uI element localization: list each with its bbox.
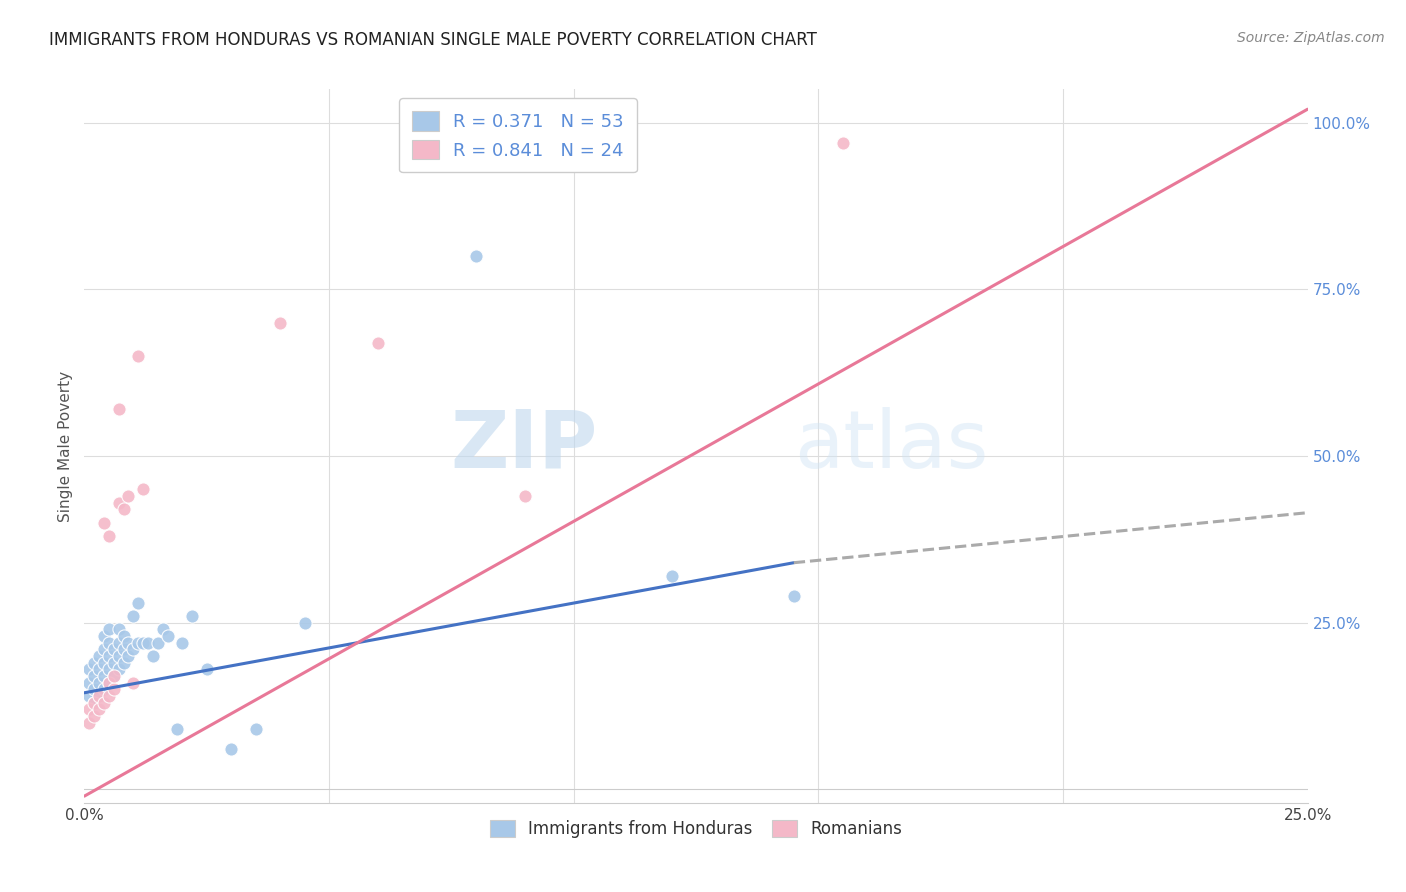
Point	[245, 723, 267, 737]
Point	[127, 349, 149, 363]
Point	[195, 662, 218, 676]
Point	[87, 689, 110, 703]
Point	[93, 629, 115, 643]
Point	[122, 609, 145, 624]
Point	[87, 649, 110, 664]
Point	[464, 249, 486, 263]
Point	[97, 662, 120, 676]
Point	[83, 682, 105, 697]
Point	[83, 696, 105, 710]
Point	[93, 516, 115, 530]
Point	[93, 682, 115, 697]
Point	[97, 636, 120, 650]
Text: ZIP: ZIP	[451, 407, 598, 485]
Point	[77, 689, 100, 703]
Point	[661, 569, 683, 583]
Text: IMMIGRANTS FROM HONDURAS VS ROMANIAN SINGLE MALE POVERTY CORRELATION CHART: IMMIGRANTS FROM HONDURAS VS ROMANIAN SIN…	[49, 31, 817, 49]
Point	[83, 656, 105, 670]
Point	[103, 656, 125, 670]
Point	[87, 702, 110, 716]
Point	[107, 623, 129, 637]
Point	[112, 642, 135, 657]
Point	[513, 489, 536, 503]
Point	[367, 335, 389, 350]
Point	[83, 669, 105, 683]
Point	[117, 649, 139, 664]
Point	[117, 636, 139, 650]
Point	[93, 642, 115, 657]
Point	[172, 636, 194, 650]
Point	[831, 136, 853, 150]
Point	[107, 636, 129, 650]
Point	[132, 636, 155, 650]
Point	[77, 715, 100, 730]
Point	[269, 316, 291, 330]
Point	[122, 642, 145, 657]
Point	[103, 642, 125, 657]
Point	[97, 623, 120, 637]
Point	[107, 662, 129, 676]
Point	[87, 675, 110, 690]
Point	[107, 402, 129, 417]
Y-axis label: Single Male Poverty: Single Male Poverty	[58, 370, 73, 522]
Point	[97, 675, 120, 690]
Point	[107, 496, 129, 510]
Point	[181, 609, 204, 624]
Point	[219, 742, 242, 756]
Point	[97, 689, 120, 703]
Point	[127, 636, 149, 650]
Text: Source: ZipAtlas.com: Source: ZipAtlas.com	[1237, 31, 1385, 45]
Point	[166, 723, 188, 737]
Point	[136, 636, 159, 650]
Point	[294, 615, 316, 630]
Point	[97, 529, 120, 543]
Point	[112, 629, 135, 643]
Point	[83, 709, 105, 723]
Point	[152, 623, 174, 637]
Point	[127, 596, 149, 610]
Point	[103, 669, 125, 683]
Point	[117, 489, 139, 503]
Point	[107, 649, 129, 664]
Point	[122, 675, 145, 690]
Point	[783, 589, 806, 603]
Point	[103, 669, 125, 683]
Point	[77, 662, 100, 676]
Point	[77, 675, 100, 690]
Point	[146, 636, 169, 650]
Point	[93, 696, 115, 710]
Legend: Immigrants from Honduras, Romanians: Immigrants from Honduras, Romanians	[479, 810, 912, 848]
Point	[87, 662, 110, 676]
Point	[156, 629, 179, 643]
Point	[112, 502, 135, 516]
Point	[93, 669, 115, 683]
Point	[103, 682, 125, 697]
Point	[97, 649, 120, 664]
Point	[87, 689, 110, 703]
Text: atlas: atlas	[794, 407, 988, 485]
Point	[132, 483, 155, 497]
Point	[93, 656, 115, 670]
Point	[97, 675, 120, 690]
Point	[142, 649, 165, 664]
Point	[83, 696, 105, 710]
Point	[77, 702, 100, 716]
Point	[112, 656, 135, 670]
